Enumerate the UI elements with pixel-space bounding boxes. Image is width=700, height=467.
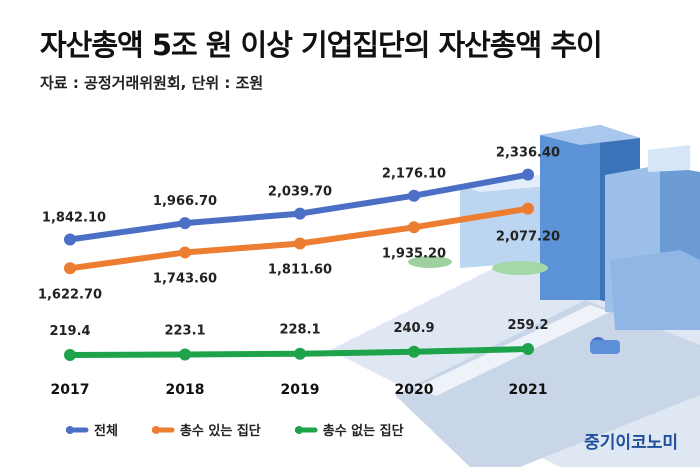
data-point <box>294 347 306 360</box>
data-label: 240.9 <box>393 321 434 336</box>
data-point <box>522 168 534 181</box>
data-point <box>294 237 306 250</box>
x-tick-label: 2017 <box>51 382 90 398</box>
legend: 전체 총수 있는 집단 총수 없는 집단 <box>66 420 404 439</box>
legend-item-with-owner: 총수 있는 집단 <box>151 420 261 439</box>
legend-swatch-with-owner <box>151 425 175 434</box>
data-point <box>64 233 76 246</box>
legend-label-without-owner: 총수 없는 집단 <box>322 424 404 439</box>
data-point <box>179 246 191 259</box>
data-label: 219.4 <box>49 324 90 339</box>
plot-area: 1,842.10 1,966.70 2,039.70 2,176.10 2,336.40… <box>38 146 560 398</box>
data-label: 1,622.70 <box>38 287 102 302</box>
data-point <box>408 221 420 234</box>
data-point <box>408 189 420 202</box>
legend-item-without-owner: 총수 없는 집단 <box>294 420 404 439</box>
legend-item-total: 전체 <box>66 420 118 439</box>
city-illustration <box>330 125 700 467</box>
data-point <box>64 262 76 275</box>
x-tick-label: 2018 <box>166 382 205 398</box>
data-point <box>522 343 534 356</box>
data-point <box>408 345 420 358</box>
data-point <box>64 349 76 361</box>
data-label: 1,811.60 <box>268 263 332 278</box>
data-label: 2,336.40 <box>496 146 560 161</box>
data-label: 223.1 <box>164 323 205 338</box>
data-label: 1,743.60 <box>153 271 217 286</box>
legend-swatch-total <box>66 425 89 434</box>
data-point <box>179 217 191 230</box>
brand-logo: 중기이코노미 <box>584 433 678 453</box>
data-point <box>179 348 191 361</box>
chart-title: 자산총액 5조 원 이상 기업집단의 자산총액 추이 <box>40 28 603 62</box>
legend-label-total: 전체 <box>94 424 118 439</box>
data-point <box>294 207 306 220</box>
x-tick-label: 2020 <box>395 382 434 398</box>
x-tick-label: 2019 <box>281 382 320 398</box>
data-label: 259.2 <box>507 318 548 333</box>
data-label: 2,176.10 <box>382 167 446 182</box>
chart-source: 자료 : 공정거래위원회, 단위 : 조원 <box>40 74 264 92</box>
legend-label-with-owner: 총수 있는 집단 <box>179 424 261 439</box>
data-label: 2,077.20 <box>496 230 560 245</box>
data-point <box>522 202 534 215</box>
legend-swatch-without-owner <box>294 425 318 434</box>
data-label: 1,842.10 <box>42 211 106 226</box>
data-label: 2,039.70 <box>268 185 332 200</box>
x-tick-label: 2021 <box>509 382 548 398</box>
data-label: 1,966.70 <box>153 194 217 209</box>
data-label: 1,935.20 <box>382 246 446 261</box>
data-label: 228.1 <box>279 323 320 338</box>
